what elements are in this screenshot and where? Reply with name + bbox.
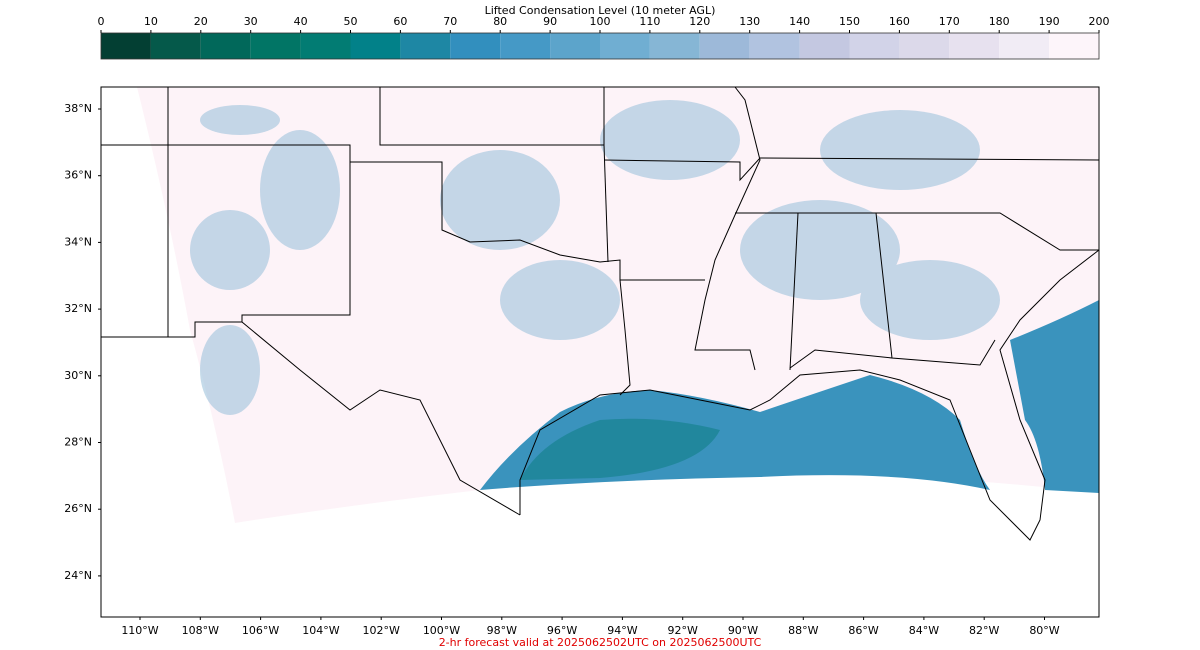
colorbar-tick-label: 180 — [989, 15, 1010, 28]
lat-label: 38°N — [64, 102, 92, 115]
colorbar-tick-label: 50 — [344, 15, 358, 28]
lon-label: 80°W — [1029, 624, 1059, 637]
colorbar-bin — [949, 33, 1000, 59]
colorbar-tick-label: 0 — [98, 15, 105, 28]
colorbar-tick-label: 200 — [1089, 15, 1110, 28]
lat-label: 34°N — [64, 235, 92, 248]
colorbar-tick-label: 130 — [739, 15, 760, 28]
lon-label: 102°W — [363, 624, 400, 637]
lon-label: 108°W — [182, 624, 219, 637]
colorbar-bin — [400, 33, 451, 59]
colorbar-bin — [749, 33, 800, 59]
colorbar-bin — [649, 33, 700, 59]
colorbar-tick-label: 140 — [789, 15, 810, 28]
lon-label: 82°W — [969, 624, 999, 637]
colorbar-bin — [250, 33, 301, 59]
colorbar-tick-label: 100 — [590, 15, 611, 28]
colorbar-tick-label: 160 — [889, 15, 910, 28]
lon-label: 98°W — [487, 624, 517, 637]
lon-label: 110°W — [121, 624, 158, 637]
colorbar-tick-label: 170 — [939, 15, 960, 28]
gulf-field — [520, 418, 720, 480]
colorbar: 0 10 20 30 40 50 60 70 80 90 100 110 120 130 140 150 160… — [98, 15, 1110, 60]
colorbar-tick-label: 90 — [543, 15, 557, 28]
cloud-field — [190, 100, 1000, 415]
colorbar-bin — [1049, 33, 1099, 59]
colorbar-tick-label: 110 — [639, 15, 660, 28]
lon-label: 106°W — [242, 624, 279, 637]
lat-label: 26°N — [64, 502, 92, 515]
colorbar-tick-label: 70 — [443, 15, 457, 28]
colorbar-tick-label: 60 — [393, 15, 407, 28]
lon-label: 88°W — [788, 624, 818, 637]
colorbar-bin — [150, 33, 201, 59]
colorbar-bin — [550, 33, 600, 59]
colorbar-tick-label: 150 — [839, 15, 860, 28]
forecast-footer: 2-hr forecast valid at 2025062502UTC on … — [439, 636, 762, 649]
map-frame — [100, 86, 1100, 618]
colorbar-bin — [600, 33, 650, 59]
colorbar-bin — [999, 33, 1050, 59]
colorbar-bin — [500, 33, 551, 59]
colorbar-tick-label: 30 — [244, 15, 258, 28]
colorbar-bin — [899, 33, 950, 59]
colorbar-bin — [450, 33, 501, 59]
lon-label: 86°W — [848, 624, 878, 637]
atlantic-field — [1010, 300, 1099, 493]
colorbar-bin — [200, 33, 251, 59]
lon-label: 104°W — [302, 624, 339, 637]
colorbar-title: Lifted Condensation Level (10 meter AGL) — [485, 4, 716, 17]
lon-label: 96°W — [547, 624, 577, 637]
colorbar-bin — [849, 33, 900, 59]
lat-label: 32°N — [64, 302, 92, 315]
lon-label: 92°W — [668, 624, 698, 637]
lat-label: 24°N — [64, 569, 92, 582]
colorbar-bin — [350, 33, 401, 59]
borders — [101, 86, 1100, 541]
colorbar-bin — [799, 33, 850, 59]
colorbar-tick-label: 80 — [493, 15, 507, 28]
lat-label: 28°N — [64, 436, 92, 449]
lat-label: 30°N — [64, 369, 92, 382]
colorbar-tick-label: 190 — [1039, 15, 1060, 28]
colorbar-bin — [101, 33, 151, 59]
lon-label: 94°W — [607, 624, 637, 637]
colorbar-tick-label: 120 — [689, 15, 710, 28]
lon-label: 100°W — [423, 624, 460, 637]
colorbar-bin — [300, 33, 351, 59]
colorbar-tick-label: 10 — [144, 15, 158, 28]
colorbar-tick-label: 40 — [294, 15, 308, 28]
lon-label: 90°W — [728, 624, 758, 637]
colorbar-bin — [699, 33, 750, 59]
map — [100, 86, 1100, 618]
lon-label: 84°W — [909, 624, 939, 637]
lat-label: 36°N — [64, 169, 92, 182]
map-axes: 38°N 36°N 34°N 32°N 30°N 28°N 26°N 24°N 110°W 108… — [64, 102, 1060, 637]
colorbar-tick-label: 20 — [194, 15, 208, 28]
